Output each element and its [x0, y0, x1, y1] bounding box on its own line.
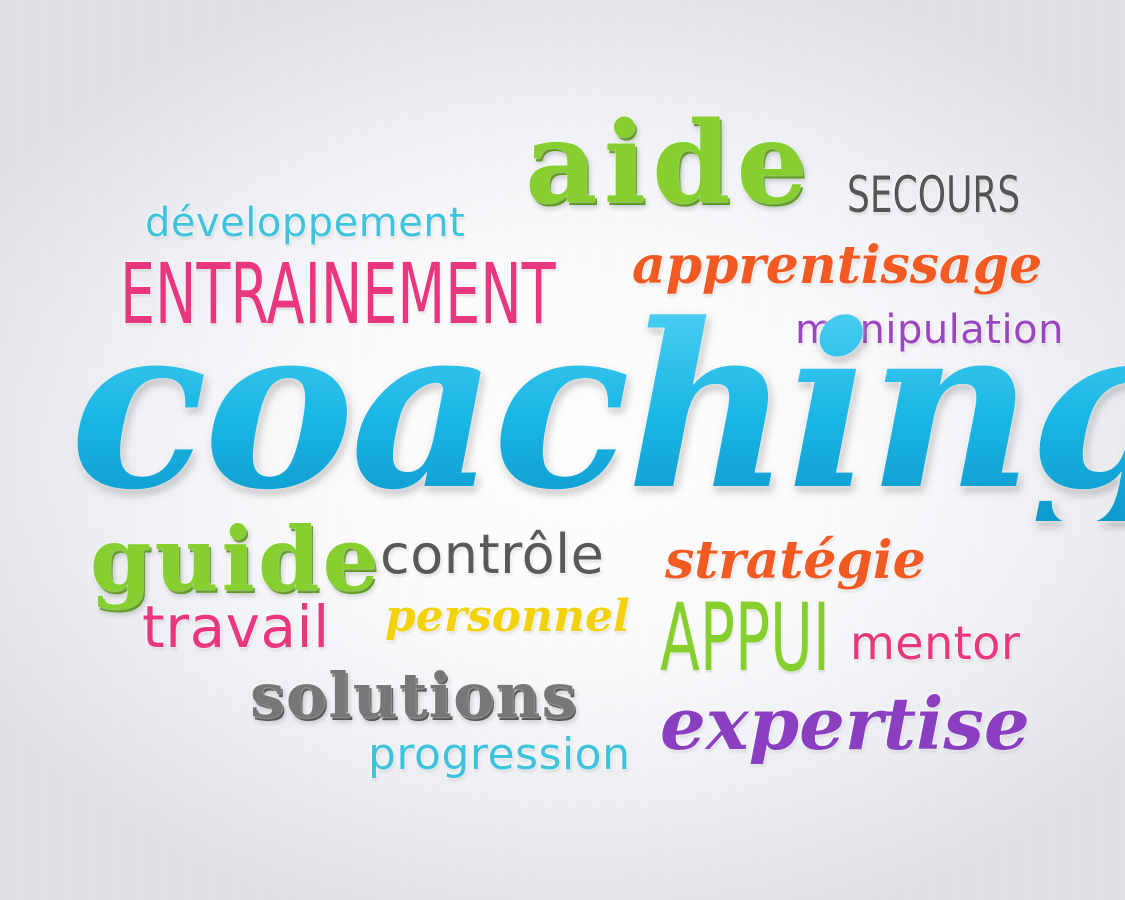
word-mentor: mentor	[850, 616, 1021, 670]
word-controle: contrôle	[380, 523, 605, 586]
word-secours: SECOURS	[847, 166, 1021, 224]
word-guide: guide	[90, 507, 382, 611]
word-apprentissage: apprentissage	[632, 235, 1043, 296]
word-appui: APPUI	[660, 584, 831, 693]
word-personnel: personnel	[385, 591, 630, 642]
word-solutions: solutions	[250, 659, 578, 732]
word-progression: progression	[368, 729, 631, 780]
word-expertise: expertise	[660, 681, 1030, 766]
word-entrainement: ENTRAINEMENT	[120, 245, 556, 343]
word-developpement: développement	[145, 200, 466, 246]
word-travail: travail	[142, 593, 330, 661]
word-strategie: stratégie	[665, 530, 926, 591]
word-manipulation: manipulation	[795, 310, 1064, 350]
word-aide: aide	[525, 98, 814, 229]
word-coaching: coaching	[70, 295, 1125, 521]
